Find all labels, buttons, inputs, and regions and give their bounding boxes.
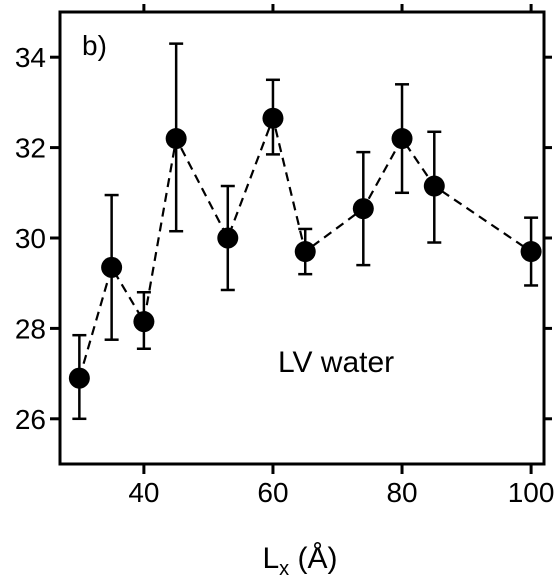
data-point-10 [520, 241, 542, 263]
data-point-4 [217, 227, 239, 249]
data-point-7 [352, 198, 374, 220]
data-point-2 [133, 311, 155, 333]
y-tick-label-28: 28 [15, 313, 46, 344]
x-tick-label-40: 40 [128, 477, 159, 508]
data-point-3 [165, 128, 187, 150]
data-point-6 [294, 241, 316, 263]
x-axis-label: Lx (Å) [262, 542, 337, 580]
data-point-0 [68, 367, 90, 389]
data-points [68, 107, 542, 389]
x-axis-label-subscript: x [279, 558, 289, 580]
axis-ticks: 40 60 80 100 26 28 30 32 34 [15, 4, 555, 508]
x-tick-label-100: 100 [508, 477, 555, 508]
data-point-1 [101, 256, 123, 278]
data-point-8 [391, 128, 413, 150]
y-tick-label-34: 34 [15, 42, 46, 73]
x-axis-label-main: L [262, 542, 279, 575]
annotation-label: LV water [278, 346, 394, 379]
x-axis-label-unit: (Å) [289, 542, 337, 575]
data-point-5 [262, 107, 284, 129]
x-tick-label-60: 60 [257, 477, 288, 508]
data-point-9 [423, 175, 445, 197]
y-tick-label-30: 30 [15, 223, 46, 254]
panel-label: b) [82, 30, 107, 61]
y-tick-label-26: 26 [15, 404, 46, 435]
x-tick-label-80: 80 [386, 477, 417, 508]
y-tick-label-32: 32 [15, 133, 46, 164]
